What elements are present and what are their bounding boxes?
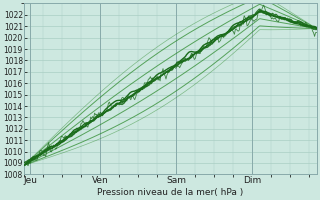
X-axis label: Pression niveau de la mer( hPa ): Pression niveau de la mer( hPa ) — [97, 188, 244, 197]
